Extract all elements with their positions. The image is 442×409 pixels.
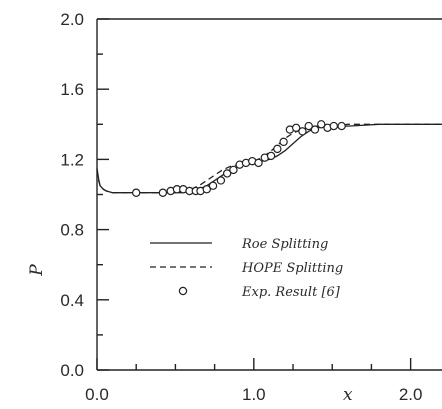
- axes: 0.0 0.4 0.8 1.2 1.6 2.0 0.0 1.0 2.0: [60, 10, 442, 404]
- data-point: [273, 144, 282, 154]
- series-exp-result: [132, 120, 346, 197]
- data-point: [254, 158, 263, 168]
- y-tick-label: 0.4: [60, 291, 84, 310]
- data-point: [266, 151, 276, 161]
- x-tick-label: 1.0: [242, 385, 266, 404]
- series-layer: [96, 120, 442, 197]
- data-point: [337, 121, 346, 131]
- data-point: [208, 181, 218, 190]
- data-point: [158, 188, 168, 197]
- legend-label: Exp. Result [6]: [241, 285, 341, 300]
- x-axis-label: x: [343, 385, 353, 405]
- data-point: [304, 121, 313, 131]
- data-point: [202, 185, 211, 194]
- y-axis-label: P: [27, 264, 47, 277]
- data-point: [310, 125, 320, 134]
- legend-label: HOPE Splitting: [241, 261, 343, 276]
- data-point: [229, 165, 238, 175]
- y-tick-label: 1.2: [60, 150, 84, 169]
- y-tick-label: 0.8: [60, 221, 84, 240]
- series-hope-line: [96, 123, 442, 194]
- data-point: [329, 121, 338, 131]
- legend: Roe Splitting HOPE Splitting Exp. Result […: [150, 237, 343, 300]
- data-point: [222, 169, 232, 178]
- y-tick-label: 1.6: [60, 80, 84, 99]
- legend-label: Roe Splitting: [241, 237, 328, 252]
- data-point: [298, 127, 307, 136]
- y-tick-label: 2.0: [60, 10, 84, 29]
- data-point: [279, 137, 288, 147]
- data-point: [317, 120, 326, 129]
- legend-marker: [178, 286, 188, 296]
- x-tick-label: 2.0: [399, 385, 423, 404]
- y-tick-label: 0.0: [60, 361, 84, 380]
- x-tick-label: 0.0: [85, 385, 109, 404]
- data-point: [291, 123, 301, 133]
- data-point: [132, 188, 141, 197]
- data-point: [216, 176, 226, 185]
